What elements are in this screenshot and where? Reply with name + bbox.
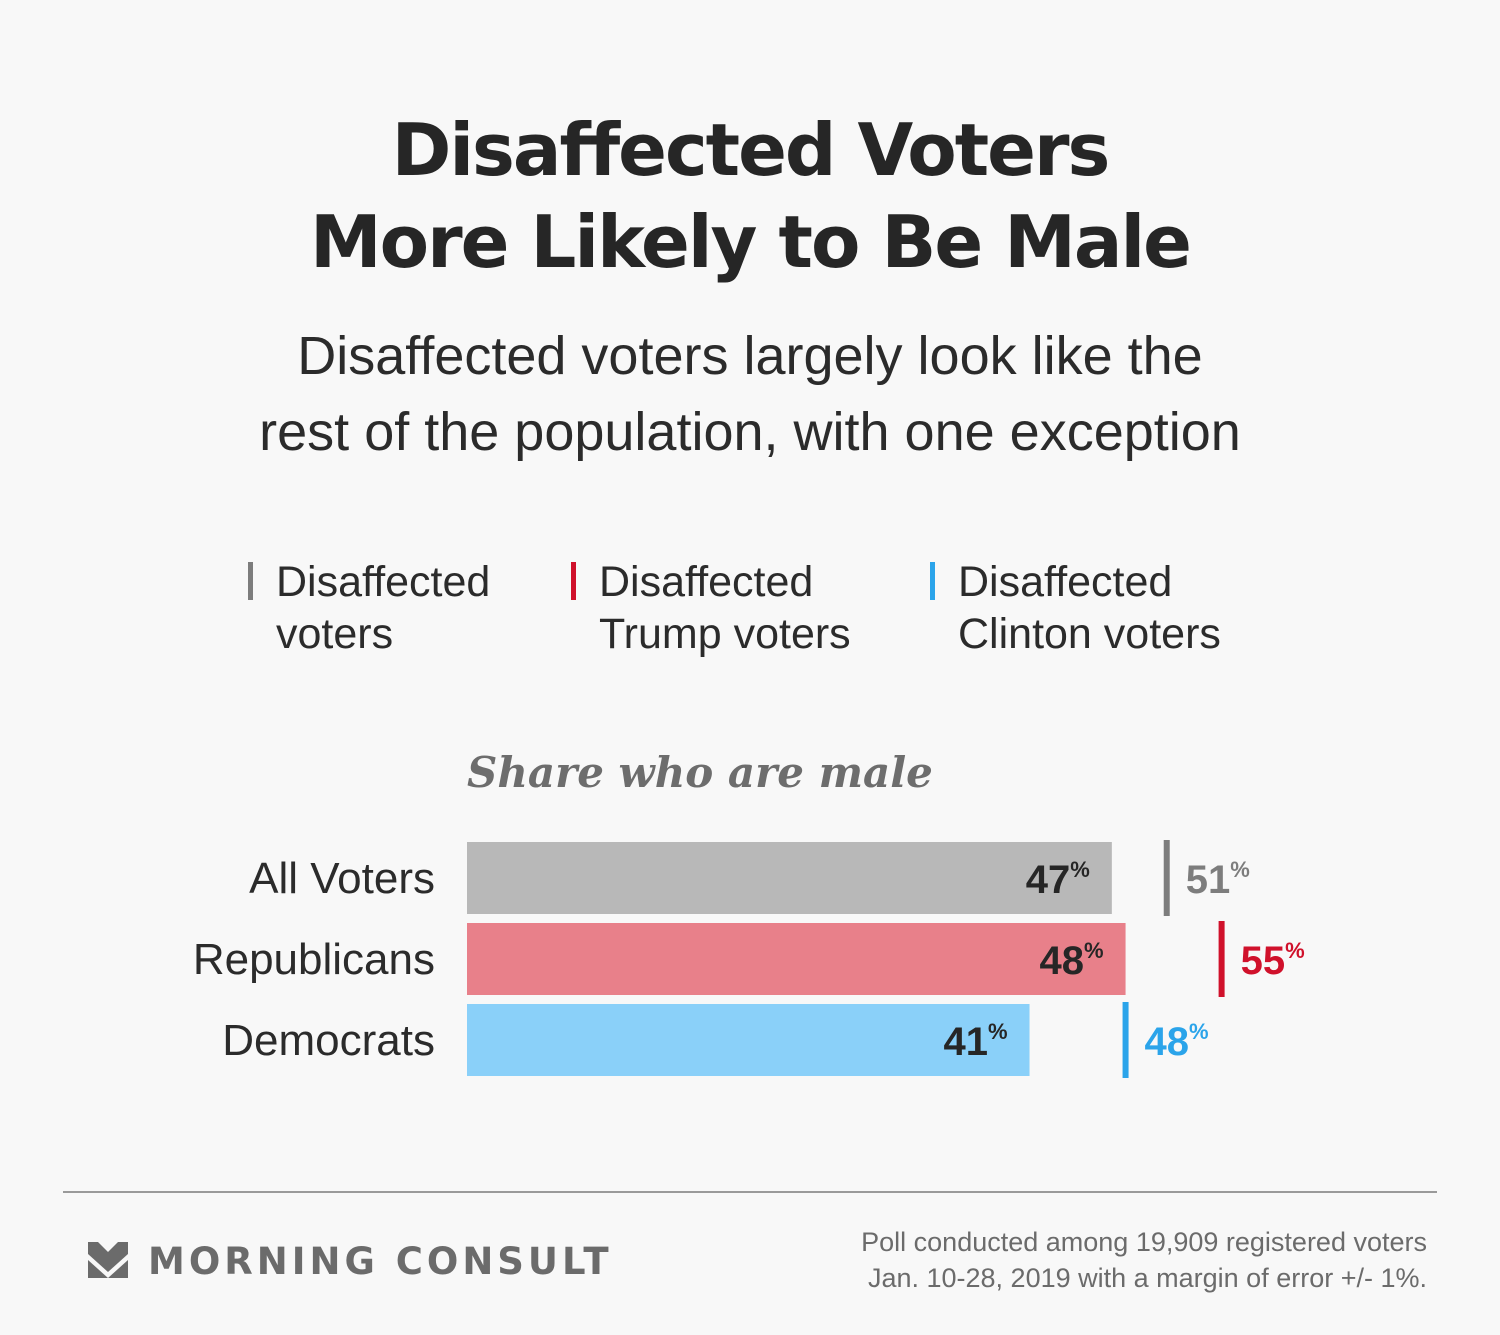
chart-subtitle: Disaffected voters largely look like the… xyxy=(0,318,1500,470)
legend-swatch xyxy=(930,562,935,600)
bar-value-label: 41% xyxy=(943,1019,1007,1064)
bar xyxy=(467,923,1126,995)
bar-chart: All Voters 47% 51%Republicans 48% 55%Democra… xyxy=(193,840,1305,1078)
subtitle-line-1: Disaffected voters largely look like the xyxy=(297,326,1203,386)
marker xyxy=(1122,1002,1129,1078)
marker xyxy=(1163,840,1170,916)
legend-swatch xyxy=(571,562,576,600)
legend-label: Disaffected Clinton voters xyxy=(958,558,1221,658)
subtitle-line-2: rest of the population, with one excepti… xyxy=(259,402,1241,462)
source-note: Poll conducted among 19,909 registered v… xyxy=(861,1227,1427,1293)
marker-value-label: 48% xyxy=(1145,1019,1209,1064)
bar xyxy=(467,842,1112,914)
bar xyxy=(467,1004,1030,1076)
category-label: All Voters xyxy=(249,854,435,903)
morning-consult-logo-icon xyxy=(88,1242,128,1278)
title-line-1: Disaffected Voters xyxy=(391,108,1111,192)
chart-heading: Share who are male xyxy=(467,748,933,797)
category-label: Republicans xyxy=(193,935,435,984)
legend-label: Disaffected Trump voters xyxy=(599,558,851,658)
chart-title: Disaffected Voters More Likely to Be Mal… xyxy=(0,104,1500,288)
legend-label: Disaffected voters xyxy=(276,558,491,658)
category-label: Democrats xyxy=(222,1016,435,1065)
title-line-2: More Likely to Be Male xyxy=(309,200,1192,284)
legend-swatch xyxy=(248,562,253,600)
marker-value-label: 55% xyxy=(1241,938,1305,983)
marker xyxy=(1218,921,1225,997)
brand-name: MORNING CONSULT xyxy=(148,1240,613,1283)
footer-divider xyxy=(63,1191,1437,1193)
marker-value-label: 51% xyxy=(1186,857,1250,902)
